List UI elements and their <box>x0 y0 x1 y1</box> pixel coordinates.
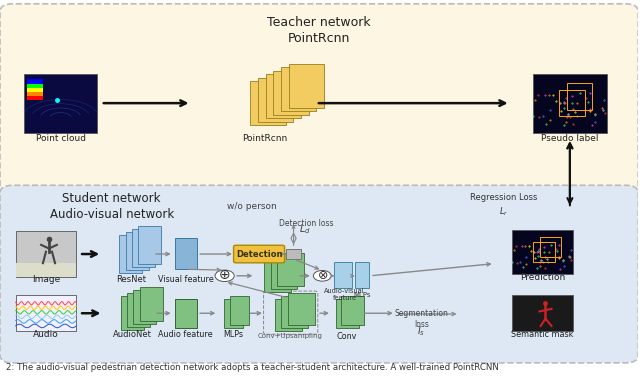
Bar <box>266 74 301 118</box>
Text: Point cloud: Point cloud <box>36 134 86 143</box>
Text: Image: Image <box>32 275 60 284</box>
Bar <box>120 296 143 330</box>
Text: Segmentation
loss: Segmentation loss <box>394 309 448 329</box>
Bar <box>289 64 324 108</box>
Circle shape <box>215 270 234 282</box>
Text: ResNet: ResNet <box>116 275 146 284</box>
Bar <box>281 67 316 112</box>
Bar <box>533 242 555 262</box>
Text: Conv+Upsampling: Conv+Upsampling <box>258 333 323 339</box>
Bar <box>27 88 44 92</box>
Text: 2: The audio-visual pedestrian detection network adopts a teacher-student archit: 2: The audio-visual pedestrian detection… <box>6 363 499 372</box>
Text: AudioNet: AudioNet <box>113 330 152 339</box>
Bar <box>138 226 161 264</box>
Bar <box>224 299 243 328</box>
Bar <box>512 295 573 331</box>
Text: $\oplus$: $\oplus$ <box>218 269 231 282</box>
Text: Semantic mask: Semantic mask <box>511 330 573 339</box>
Bar <box>559 89 584 116</box>
Bar <box>119 235 142 273</box>
Bar <box>15 231 76 277</box>
Bar <box>334 262 352 288</box>
Text: PointRcnn: PointRcnn <box>242 134 287 143</box>
Bar <box>286 249 301 259</box>
Bar <box>27 96 44 100</box>
Bar <box>282 296 308 328</box>
Circle shape <box>314 270 332 281</box>
Bar <box>277 254 304 286</box>
Bar <box>132 229 155 267</box>
Text: MLPs: MLPs <box>223 330 244 339</box>
Bar <box>288 293 315 325</box>
Bar <box>127 293 150 327</box>
Text: $\otimes$: $\otimes$ <box>317 269 328 282</box>
Bar <box>540 237 561 257</box>
Text: $L_d$: $L_d$ <box>299 222 311 236</box>
Text: Audio feature: Audio feature <box>158 330 213 339</box>
Text: Audio: Audio <box>33 330 59 339</box>
FancyBboxPatch shape <box>0 185 638 363</box>
Text: Pseudo label: Pseudo label <box>541 134 598 143</box>
Text: Student network
Audio-visual network: Student network Audio-visual network <box>49 192 174 221</box>
Bar <box>133 290 156 324</box>
Bar <box>273 71 308 115</box>
Text: w/o person: w/o person <box>227 202 277 211</box>
Bar <box>258 78 293 121</box>
Text: Conv: Conv <box>337 332 357 341</box>
Text: Visual feature: Visual feature <box>158 275 214 284</box>
Bar <box>230 296 249 325</box>
Text: Detection: Detection <box>236 249 282 259</box>
Text: $I_s$: $I_s$ <box>417 324 426 338</box>
Bar <box>27 84 44 88</box>
Text: Regression Loss
$L_r$: Regression Loss $L_r$ <box>470 193 538 218</box>
FancyBboxPatch shape <box>0 4 638 201</box>
Bar <box>250 81 285 125</box>
Text: Teacher network
PointRcnn: Teacher network PointRcnn <box>268 16 371 45</box>
Text: Detection loss: Detection loss <box>279 219 333 228</box>
Bar <box>15 263 76 277</box>
Bar <box>27 79 44 84</box>
Bar <box>140 287 163 321</box>
Bar <box>175 299 196 328</box>
Bar <box>335 299 358 328</box>
Bar <box>533 74 607 133</box>
Bar <box>24 74 97 133</box>
Bar <box>125 232 148 270</box>
Bar <box>271 257 298 289</box>
Bar <box>355 262 369 288</box>
Bar <box>15 295 76 331</box>
Bar <box>264 260 291 292</box>
FancyBboxPatch shape <box>234 245 285 263</box>
Text: MLPs: MLPs <box>353 292 371 298</box>
Text: Prediction: Prediction <box>520 273 565 282</box>
Bar <box>341 296 364 325</box>
Bar <box>566 83 592 110</box>
Bar <box>175 238 196 269</box>
Bar <box>27 92 44 96</box>
Bar <box>275 299 302 331</box>
Bar <box>512 230 573 274</box>
Text: Audio-visual
feature: Audio-visual feature <box>324 288 365 301</box>
